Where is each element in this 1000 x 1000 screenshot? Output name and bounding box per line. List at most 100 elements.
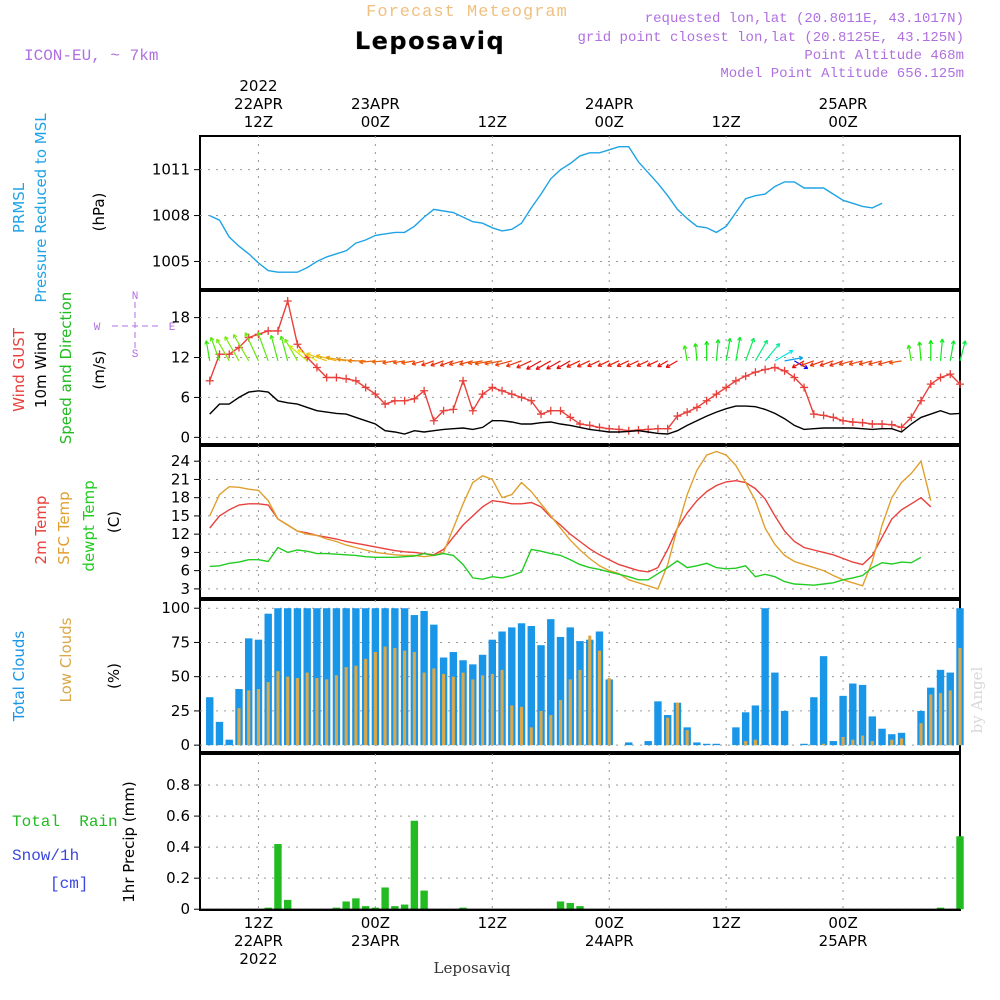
compass-east: E	[169, 322, 176, 334]
wind-direction-arrow	[939, 338, 944, 361]
gust-marker	[478, 390, 487, 399]
low-clouds-bar	[919, 723, 923, 746]
clouds-unit: (%)	[105, 663, 123, 689]
wind-arrow-head	[819, 362, 825, 367]
top-time-label: 24APR	[585, 95, 634, 113]
low-clouds-bar	[510, 705, 514, 746]
10m-wind-line	[209, 390, 961, 435]
wind-direction-arrow	[516, 360, 532, 369]
gust-marker	[897, 423, 906, 432]
wind-arrow-head	[775, 342, 781, 348]
low-clouds-label: Low Clouds	[57, 617, 75, 702]
wind-arrow-head	[325, 355, 330, 361]
low-clouds-bar	[899, 738, 904, 746]
gust-marker	[361, 383, 370, 392]
wind-arrow-head	[636, 362, 641, 367]
wind-direction-arrow	[764, 343, 781, 362]
wind-arrow-head	[657, 362, 662, 368]
wind-arrow-head	[516, 364, 521, 369]
bottom-time-label: 12Z	[244, 914, 273, 932]
wind-direction-arrow	[566, 360, 581, 368]
total-clouds-bar	[264, 613, 272, 746]
wind-arrow-head	[607, 362, 612, 367]
rain-bar	[264, 907, 272, 910]
wind-arrow-head	[597, 362, 603, 367]
wind-arrow-head	[546, 365, 551, 370]
gust-marker	[410, 394, 419, 403]
y-tick-label: 21	[171, 470, 190, 488]
gust-marker	[205, 376, 214, 385]
wind-direction-arrow	[959, 340, 966, 362]
gust-marker	[731, 376, 740, 385]
rain-bar	[352, 898, 360, 910]
low-clouds-bar	[753, 739, 757, 746]
temp-unit: (C)	[105, 511, 123, 533]
total-clouds-bar	[741, 712, 750, 746]
wind-arrow-head	[495, 362, 500, 367]
top-time-label: 25APR	[819, 95, 868, 113]
gust-marker	[537, 410, 546, 419]
wind-arrow-head	[858, 361, 864, 366]
gust-marker	[858, 418, 867, 427]
wind-arrow-head	[284, 338, 289, 344]
wind-direction-arrow	[232, 334, 250, 362]
wind-arrow-head	[359, 359, 364, 365]
wind-arrow-head	[665, 363, 671, 368]
low-clouds-bar	[383, 646, 387, 746]
total-clouds-bar	[322, 608, 331, 746]
wind-direction-arrow	[577, 360, 590, 368]
wind-arrow-head	[704, 340, 710, 346]
compass-north: N	[132, 291, 139, 303]
wind-direction-arrow	[745, 337, 755, 362]
wind-direction-arrow	[868, 360, 883, 366]
y-tick-label: 6	[180, 388, 190, 406]
rain-bar	[361, 906, 370, 910]
total-clouds-label: Total Clouds	[10, 631, 28, 723]
y-tick-label: 6	[180, 562, 190, 580]
rain-bar	[391, 906, 399, 910]
bottom-time-label: 22APR	[234, 932, 283, 950]
gust-marker	[917, 396, 926, 405]
gust-marker	[429, 416, 438, 425]
gust-marker	[527, 396, 536, 405]
wind-arrow-head	[421, 361, 426, 367]
rain-bar	[400, 904, 409, 910]
wind-direction-arrow	[907, 344, 912, 361]
low-clouds-bar	[529, 727, 533, 746]
gust-marker	[926, 380, 935, 389]
wind-direction-arrow	[430, 360, 444, 367]
top-time-label: 12Z	[478, 113, 507, 131]
wind-arrow-head	[682, 345, 688, 350]
wind-arrow-head	[448, 361, 454, 367]
gust-marker	[848, 418, 857, 427]
low-clouds-bar	[588, 635, 592, 746]
rain-bar	[459, 907, 467, 910]
rain-bar	[381, 887, 389, 910]
gust-marker	[381, 400, 390, 409]
y-tick-label: 12	[171, 349, 190, 367]
y-tick-label: 9	[180, 543, 190, 561]
wind-direction-arrow	[774, 349, 794, 362]
pressure-unit: (hPa)	[90, 193, 108, 232]
wind-direction-arrow	[270, 335, 279, 362]
wind-direction-arrow	[587, 360, 600, 367]
gust-marker	[556, 406, 565, 415]
gust-marker	[653, 424, 662, 433]
gust-marker	[507, 390, 516, 399]
compass-rose: N S W E	[94, 291, 176, 361]
wind-direction-arrow	[616, 360, 629, 367]
wind-direction-arrow	[647, 360, 659, 367]
gust-marker	[800, 383, 809, 392]
gust-marker	[420, 386, 429, 395]
gust-marker	[546, 406, 555, 415]
wind-arrow-head	[401, 360, 406, 365]
gust-marker	[956, 380, 964, 389]
low-clouds-bar	[744, 741, 748, 746]
sfc-temp-line	[209, 450, 932, 590]
y-tick-label: 100	[161, 599, 190, 617]
wind-arrow-head	[232, 334, 238, 339]
top-time-label: 12Z	[711, 113, 740, 131]
total-clouds-bar	[829, 741, 838, 746]
wind-arrow-head	[788, 349, 794, 355]
gust-marker	[439, 406, 448, 415]
